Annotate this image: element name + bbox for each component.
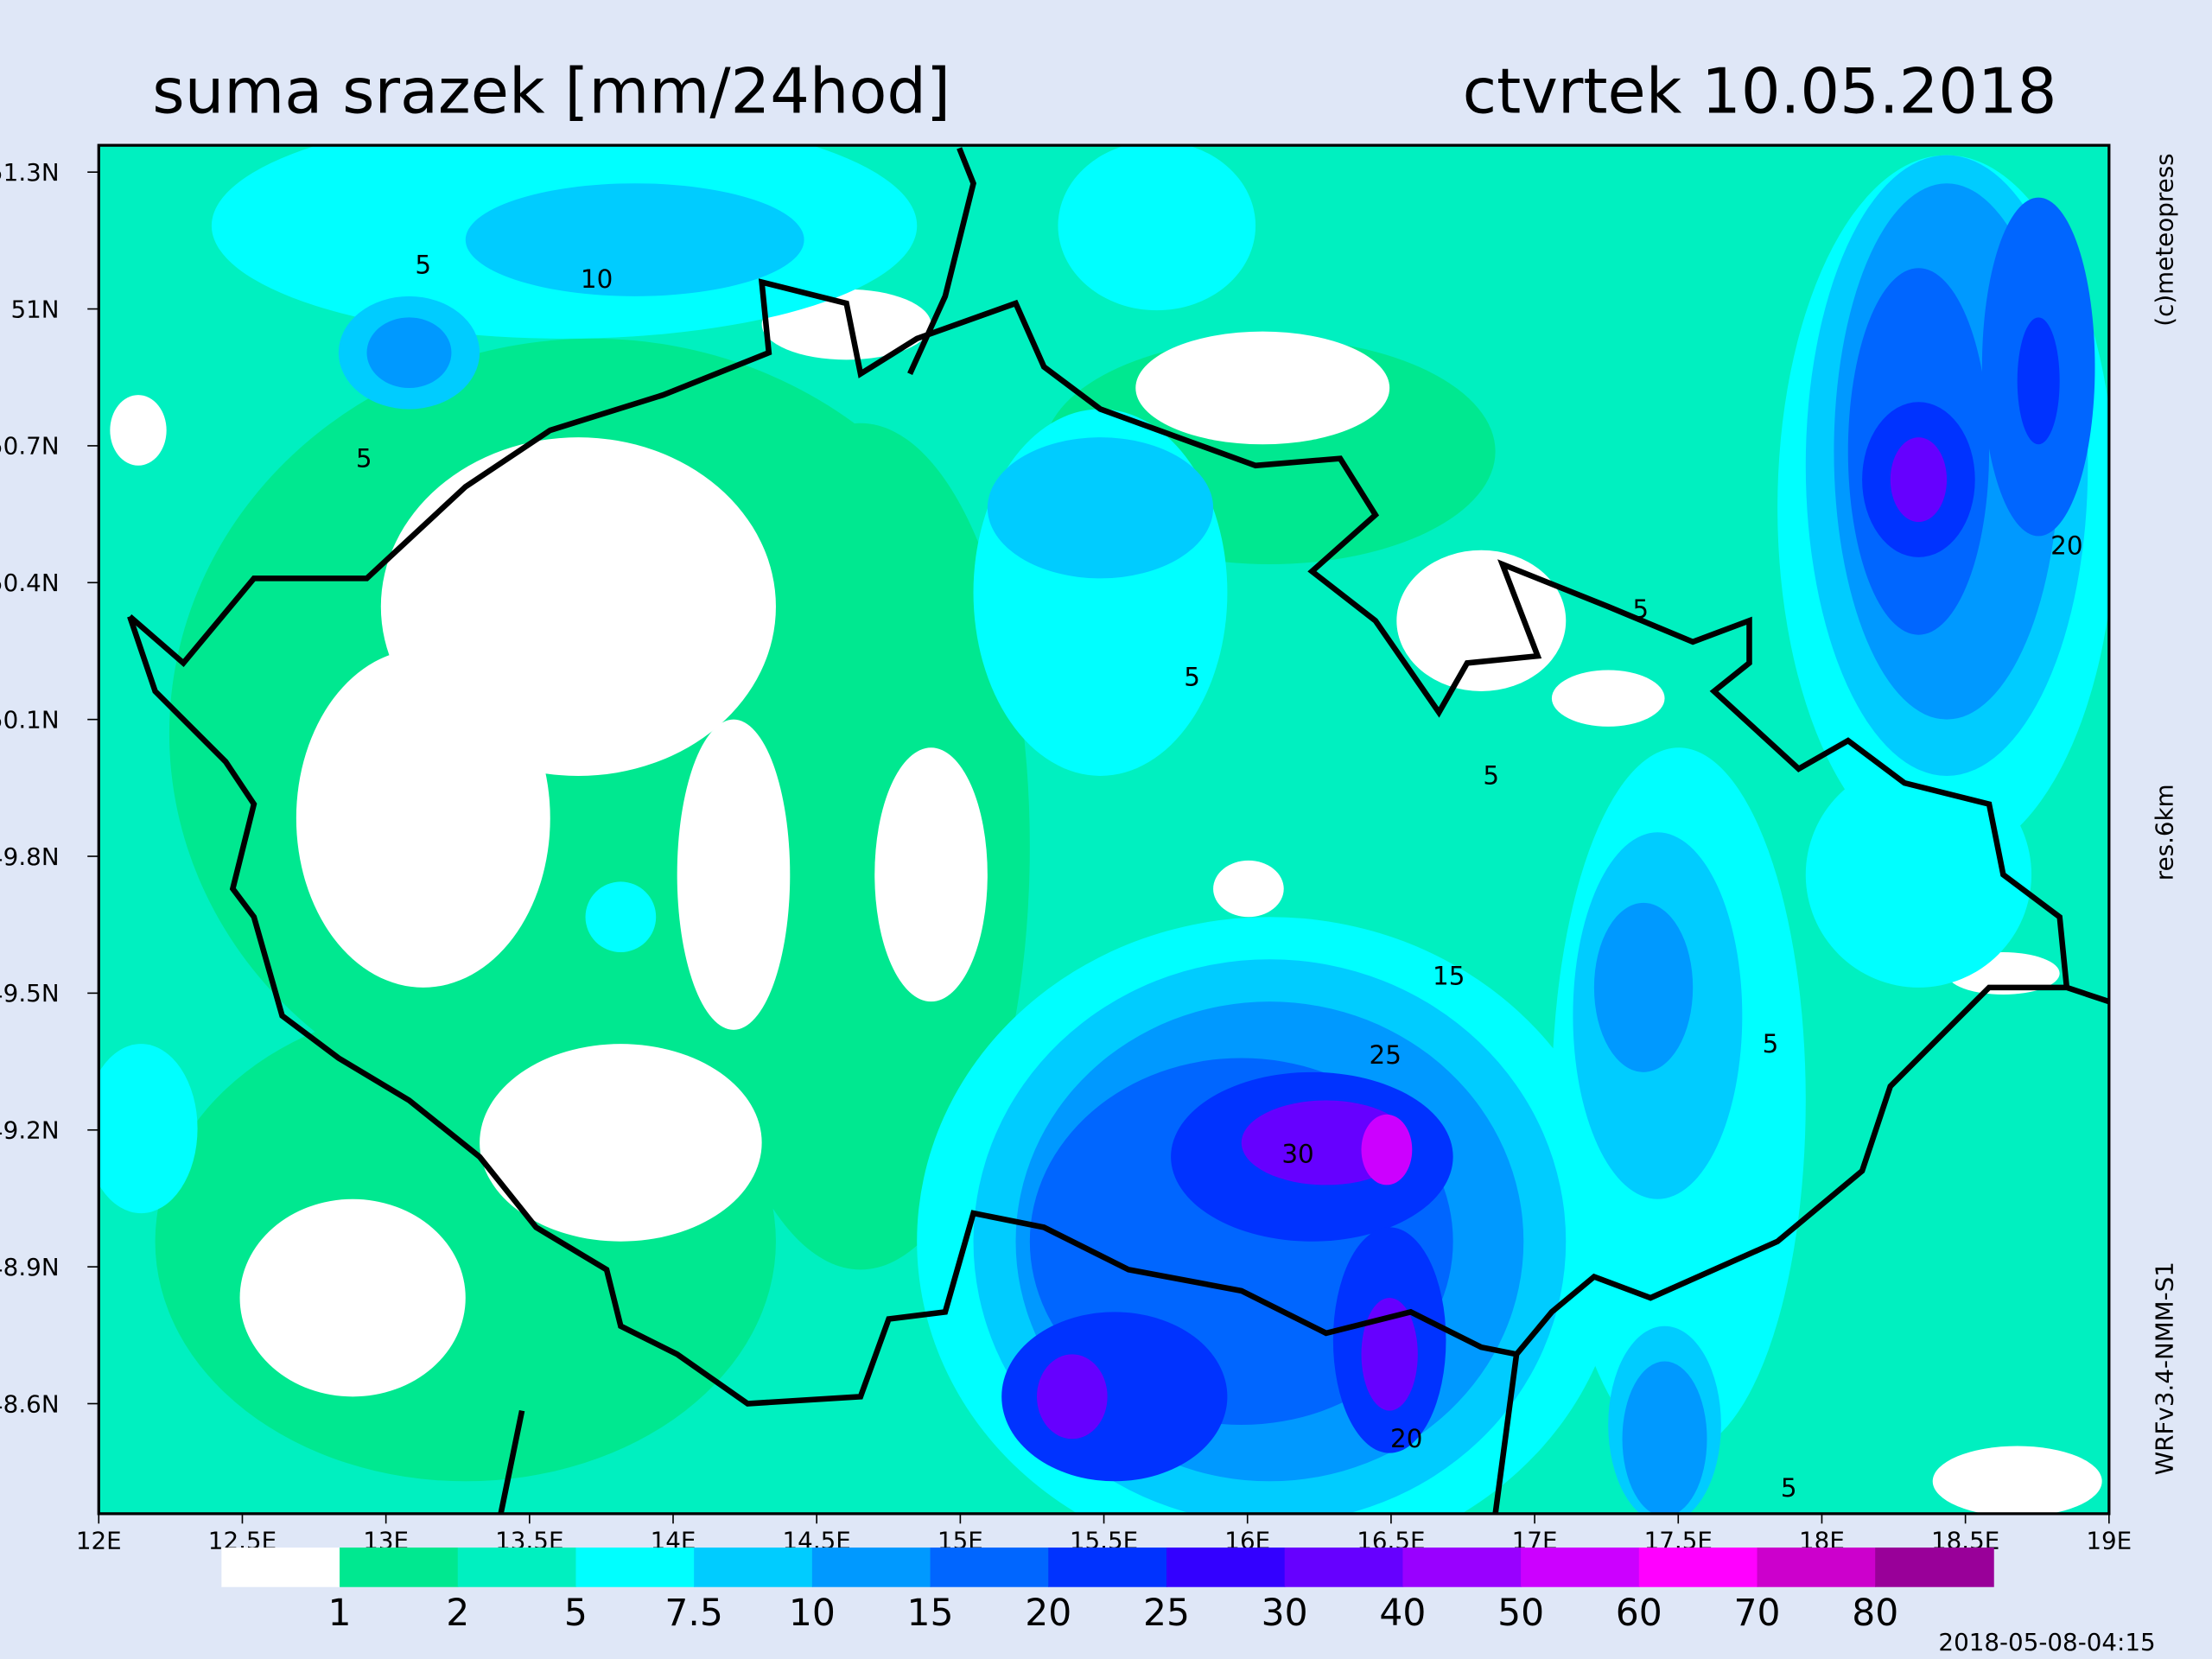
legend-swatch [1875,1548,1994,1587]
contour-label: 5 [415,251,431,280]
model: WRFv3.4-NMM-S1 [2150,1262,2178,1475]
contour-label: 20 [2050,531,2082,561]
lon-label: 12E [76,1527,122,1555]
legend-label: 50 [1497,1592,1544,1635]
contour-label: 20 [1390,1424,1422,1453]
legend-swatch [340,1548,459,1587]
legend-label: 10 [789,1592,836,1635]
date: ctvrtek 10.05.2018 [1463,55,2057,128]
contour-label: 5 [1632,594,1649,624]
legend-swatch [1521,1548,1640,1587]
contour-label: 10 [581,264,613,294]
lat-label: 49.8N [0,842,60,871]
legend-label: 7.5 [664,1592,722,1635]
lat-label: 49.2N [0,1116,60,1145]
contour-label: 5 [1483,761,1499,791]
lat-label: 48.9N [0,1253,60,1281]
title: suma srazek [mm/24hod] [152,55,950,128]
legend-swatch [1638,1548,1758,1587]
lat-label: 49.5N [0,979,60,1007]
contour-label: 15 [1433,962,1465,991]
copyright: (c)meteopress [2150,153,2178,326]
lat-label: 51N [10,295,59,323]
peak-area [1361,1114,1413,1185]
legend-swatch [575,1548,695,1587]
map-field [99,145,2109,1514]
timestamp: 2018-05-08-04:15 [1938,1628,2155,1656]
legend-swatch [1048,1548,1167,1587]
legend-label: 1 [328,1592,352,1635]
lat-label: 50.1N [0,705,60,734]
contour-label: 25 [1370,1040,1402,1070]
legend-swatch [457,1548,577,1587]
dry-areas [110,289,2102,1514]
legend-label: 70 [1734,1592,1781,1635]
legend-label: 5 [564,1592,588,1635]
contour-label: 30 [1281,1139,1313,1168]
legend-label: 15 [907,1592,954,1635]
contour-label: 5 [1184,662,1200,691]
legend-swatch [1284,1548,1404,1587]
lat-label: 48.6N [0,1389,60,1418]
legend-label: 2 [446,1592,469,1635]
legend-swatch [221,1548,340,1587]
lat-label: 50.7N [0,432,60,461]
legend-label: 25 [1143,1592,1190,1635]
legend-swatch [811,1548,931,1587]
lat-label: 50.4N [0,569,60,597]
legend-swatch [694,1548,813,1587]
legend-label: 40 [1379,1592,1426,1635]
borders [127,147,2109,1514]
lon-label: 19E [2086,1527,2132,1555]
lat-label: 51.3N [0,158,60,187]
contour-label: 5 [1781,1473,1797,1503]
contour-label: 5 [1763,1029,1779,1058]
contour-label: 5 [356,443,372,473]
legend-label: 20 [1025,1592,1071,1635]
legend-swatch [1757,1548,1877,1587]
legend-swatch [930,1548,1050,1587]
legend-swatch [1402,1548,1522,1587]
legend-label: 80 [1852,1592,1898,1635]
legend-label: 30 [1262,1592,1308,1635]
legend-label: 60 [1616,1592,1662,1635]
legend-swatch [1166,1548,1286,1587]
resolution: res.6km [2150,784,2178,880]
